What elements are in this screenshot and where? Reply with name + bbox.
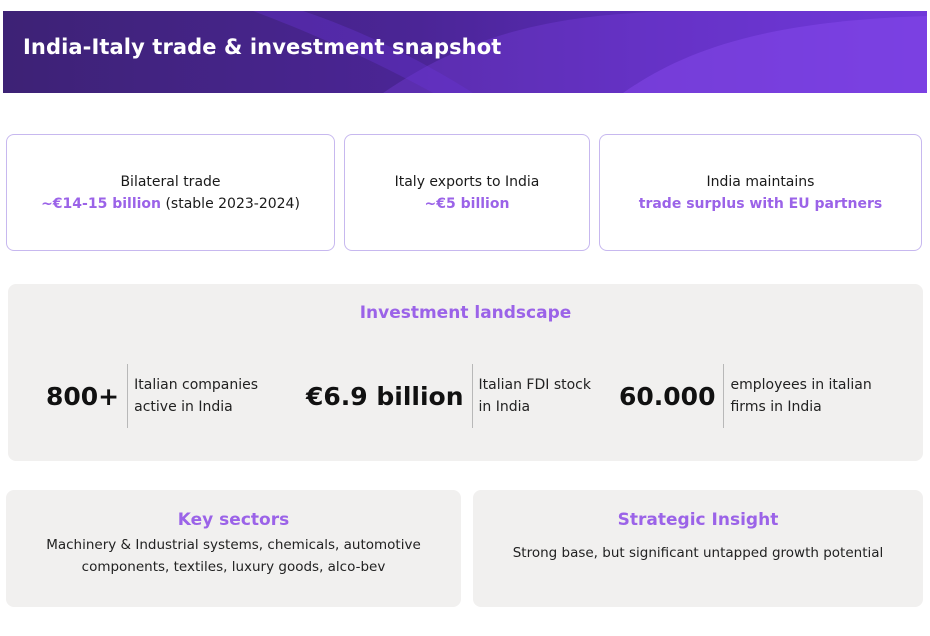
stat-employees: 60.000 employees in italian firms in Ind… — [619, 364, 872, 428]
stat-description: employees in italian firms in India — [730, 374, 871, 418]
stat-value: 800+ — [46, 381, 120, 411]
card-label: Italy exports to India — [394, 173, 540, 190]
section-title: Investment landscape — [359, 303, 572, 323]
stat-value: €6.9 billion — [306, 381, 464, 411]
stat-description: Italian companies active in India — [134, 374, 258, 418]
stat-value: 60.000 — [619, 381, 716, 411]
key-sectors-panel: Key sectors Machinery & Industrial syste… — [6, 490, 461, 607]
section-text: Strong base, but significant untapped gr… — [512, 545, 884, 561]
card-label: Bilateral trade — [120, 173, 221, 190]
stat-companies: 800+ Italian companies active in India — [46, 364, 258, 428]
card-highlight: ~€14-15 billion — [41, 195, 162, 212]
section-title: Key sectors — [177, 510, 290, 530]
trade-surplus-card: India maintains trade surplus with EU pa… — [599, 134, 922, 251]
stat-description-line: in India — [478, 399, 531, 415]
stat-divider — [723, 364, 725, 428]
stat-description-line: Italian FDI stock — [478, 377, 591, 393]
bilateral-trade-card: Bilateral trade ~€14-15 billion (stable … — [6, 134, 335, 251]
stat-description-line: firms in India — [730, 399, 822, 415]
card-value-line: ~€14-15 billion (stable 2023-2024) — [41, 193, 300, 215]
investment-landscape-panel: Investment landscape 800+ Italian compan… — [8, 284, 923, 461]
stat-fdi: €6.9 billion Italian FDI stock in India — [306, 364, 591, 428]
card-highlight: ~€5 billion — [424, 195, 510, 212]
card-note: (stable 2023-2024) — [165, 195, 300, 212]
italy-exports-card: Italy exports to India ~€5 billion — [344, 134, 590, 251]
card-highlight: trade surplus with EU partners — [638, 195, 883, 212]
stat-description-line: employees in italian — [730, 377, 872, 393]
decorative-swirl-graphic — [253, 11, 927, 93]
section-text: Machinery & Industrial systems, chemical… — [46, 537, 421, 575]
stat-divider — [471, 364, 473, 428]
header-banner: India-Italy trade & investment snapshot — [3, 11, 927, 93]
stat-description: Italian FDI stock in India — [479, 374, 591, 418]
strategic-insight-panel: Strategic Insight Strong base, but signi… — [473, 490, 923, 607]
section-title: Strategic Insight — [617, 510, 779, 530]
stat-divider — [127, 364, 129, 428]
card-label: India maintains — [706, 173, 815, 190]
page-title: India-Italy trade & investment snapshot — [23, 35, 502, 59]
stat-description-line: active in India — [134, 399, 233, 415]
stat-description-line: Italian companies — [134, 377, 259, 393]
